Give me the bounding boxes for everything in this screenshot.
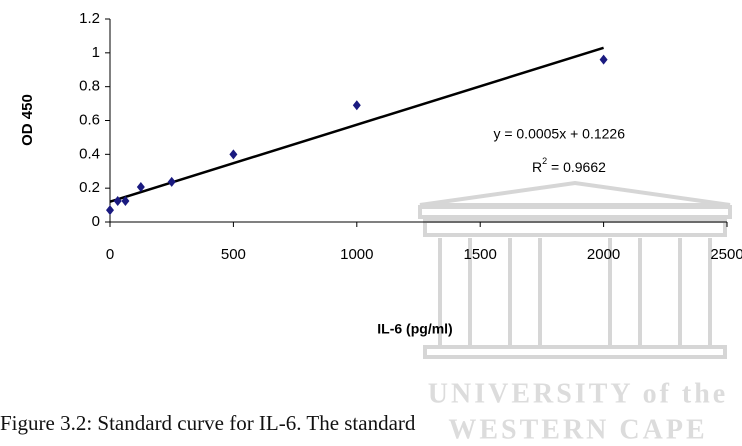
- y-tick-label: 0.8: [79, 78, 100, 95]
- x-tick-label: 2500: [710, 246, 742, 263]
- data-point: [106, 205, 114, 215]
- x-tick-label: 1000: [340, 246, 373, 263]
- y-tick-label: 1.2: [79, 10, 100, 27]
- y-tick-label: 1: [92, 44, 100, 61]
- data-point: [229, 149, 237, 159]
- r-squared: R2 = 0.9662: [532, 156, 606, 174]
- x-tick-label: 2000: [587, 246, 620, 263]
- data-point: [168, 177, 176, 187]
- data-point: [353, 100, 361, 110]
- x-tick-label: 1500: [464, 246, 497, 263]
- x-tick-label: 500: [221, 246, 246, 263]
- y-tick-label: 0.2: [79, 179, 100, 196]
- y-axis-label: OD 450: [19, 94, 36, 146]
- watermark-text: UNIVERSITY of the: [428, 378, 728, 409]
- chart: UNIVERSITY of the WESTERN CAPE Figure 3.…: [0, 0, 742, 446]
- x-axis-label: IL-6 (pg/ml): [377, 321, 452, 337]
- equation: y = 0.0005x + 0.1226: [493, 126, 625, 142]
- y-tick-label: 0.6: [79, 111, 100, 128]
- watermark-text: WESTERN CAPE: [448, 414, 707, 445]
- data-point: [600, 55, 608, 65]
- watermark-building: [420, 183, 730, 357]
- caption: Figure 3.2: Standard curve for IL-6. The…: [0, 411, 416, 435]
- x-tick-label: 0: [106, 246, 114, 263]
- y-tick-label: 0.4: [79, 145, 100, 162]
- y-tick-label: 0: [92, 213, 100, 230]
